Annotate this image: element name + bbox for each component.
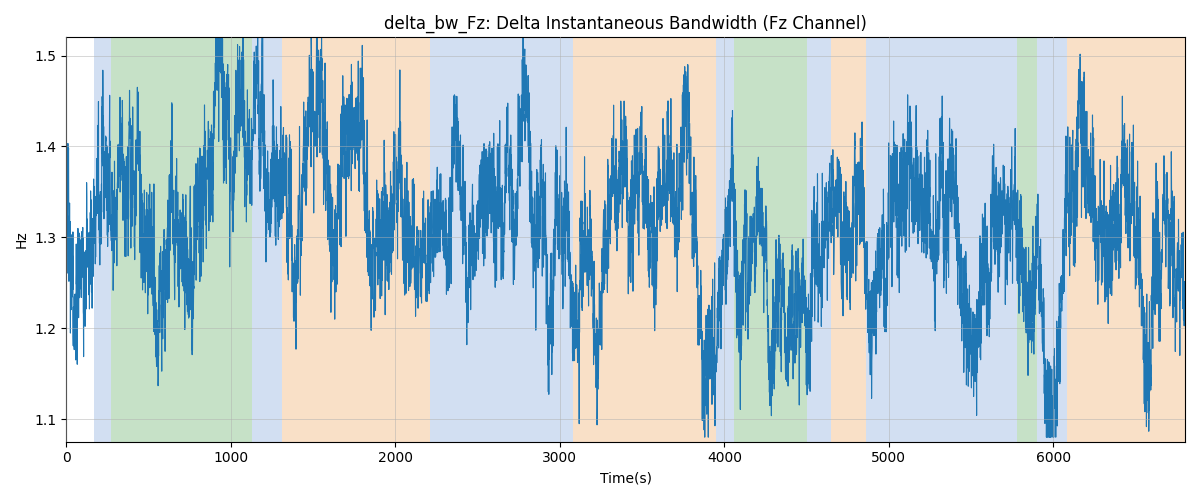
Bar (806, 38, 832, 442)
Bar (282, 38, 430, 442)
Bar (1037, 38, 1067, 442)
Bar (866, 38, 1018, 442)
Bar (95, 38, 110, 442)
Bar (1018, 38, 1037, 442)
Y-axis label: Hz: Hz (16, 230, 29, 248)
Bar (574, 38, 716, 442)
Title: delta_bw_Fz: Delta Instantaneous Bandwidth (Fz Channel): delta_bw_Fz: Delta Instantaneous Bandwid… (384, 15, 868, 34)
Bar (1067, 38, 1184, 442)
X-axis label: Time(s): Time(s) (600, 471, 652, 485)
Bar (716, 38, 734, 442)
Bar (832, 38, 866, 442)
Bar (252, 38, 282, 442)
Bar (430, 38, 574, 442)
Bar (734, 38, 806, 442)
Bar (110, 38, 252, 442)
